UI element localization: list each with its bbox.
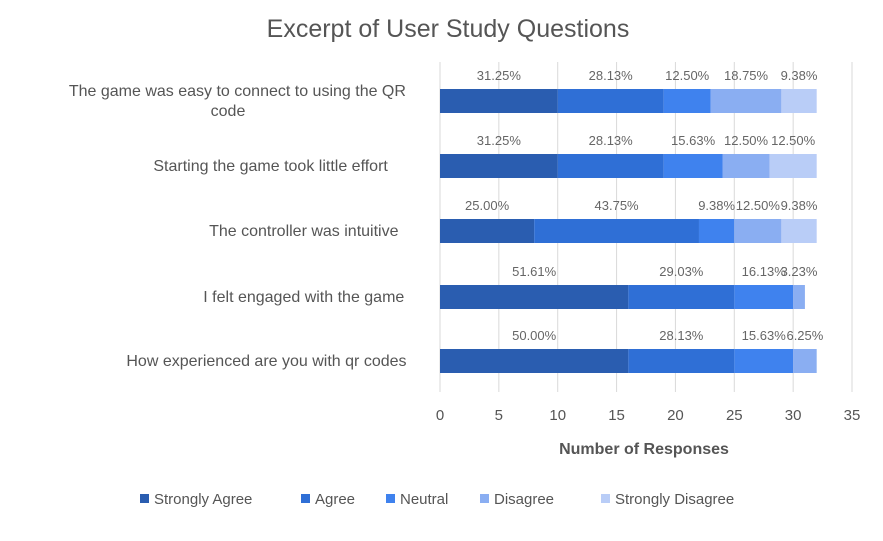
chart-title: Excerpt of User Study Questions [267,15,630,43]
legend-label: Strongly Disagree [615,491,734,508]
data-label: 29.03% [659,264,704,279]
legend-swatch [140,494,149,503]
bar-segment [557,154,664,178]
legend-swatch [480,494,489,503]
bar-segment [663,89,711,113]
x-tick-label: 35 [844,407,861,424]
data-label: 50.00% [512,328,557,343]
x-axis-ticks: 0 5 10 15 20 25 30 35 [436,407,861,424]
legend-label: Strongly Agree [154,491,252,508]
bar-segment [793,285,805,309]
data-label: 15.63% [742,328,787,343]
legend-label: Neutral [400,491,448,508]
bar-segment [734,285,794,309]
data-label: 18.75% [724,68,769,83]
data-label: 43.75% [595,198,640,213]
data-label: 31.25% [477,133,522,148]
bars [440,89,817,373]
bar-segment [781,89,817,113]
bar-segment [628,349,735,373]
data-label: 51.61% [512,264,557,279]
bar-segment [628,285,735,309]
x-tick-label: 5 [495,407,503,424]
bar-segment [698,219,735,243]
data-label: 31.25% [477,68,522,83]
data-label: 28.13% [589,68,634,83]
data-label: 9.38% [781,198,818,213]
bar-segment [440,285,629,309]
bar-segment [734,349,794,373]
data-label: 28.13% [589,133,634,148]
bar-segment [722,154,770,178]
category-label: Starting the game took little effort [153,158,388,175]
data-label: 15.63% [671,133,716,148]
bar-segment [710,89,782,113]
data-label: 12.50% [736,198,781,213]
x-tick-label: 25 [726,407,743,424]
legend-swatch [601,494,610,503]
x-tick-label: 15 [608,407,625,424]
data-label: 6.25% [786,328,823,343]
legend-swatch [386,494,395,503]
category-label: The game was easy to connect to using th… [69,83,406,120]
category-labels: The game was easy to connect to using th… [69,83,407,370]
data-label: 16.13% [742,264,787,279]
data-label: 9.38% [698,198,735,213]
data-label: 12.50% [771,133,816,148]
bar-segment [440,349,629,373]
bar-segment [440,219,535,243]
x-axis-title: Number of Responses [559,441,729,458]
data-label: 12.50% [665,68,710,83]
bar-segment [781,219,817,243]
bar-segment [663,154,723,178]
legend-label: Disagree [494,491,554,508]
x-tick-label: 10 [549,407,566,424]
bar-segment [793,349,817,373]
legend-swatch [301,494,310,503]
bar-segment [534,219,699,243]
data-labels: 31.25% 28.13% 12.50% 18.75% 9.38% 31.25% 28.13… [465,68,824,343]
bar-segment [557,89,664,113]
bar-segment [440,89,558,113]
data-label: 25.00% [465,198,510,213]
category-label: The controller was intuitive [209,223,399,240]
data-label: 12.50% [724,133,769,148]
category-label: How experienced are you with qr codes [126,353,406,370]
x-tick-label: 20 [667,407,684,424]
x-tick-label: 30 [785,407,802,424]
category-label: I felt engaged with the game [203,289,404,306]
data-label: 9.38% [781,68,818,83]
data-label: 3.23% [781,264,818,279]
bar-segment [440,154,558,178]
data-label: 28.13% [659,328,704,343]
bar-segment [734,219,782,243]
legend: Strongly Agree Agree Neutral Disagree Strong… [140,491,734,508]
x-tick-label: 0 [436,407,444,424]
bar-segment [769,154,817,178]
legend-label: Agree [315,491,355,508]
